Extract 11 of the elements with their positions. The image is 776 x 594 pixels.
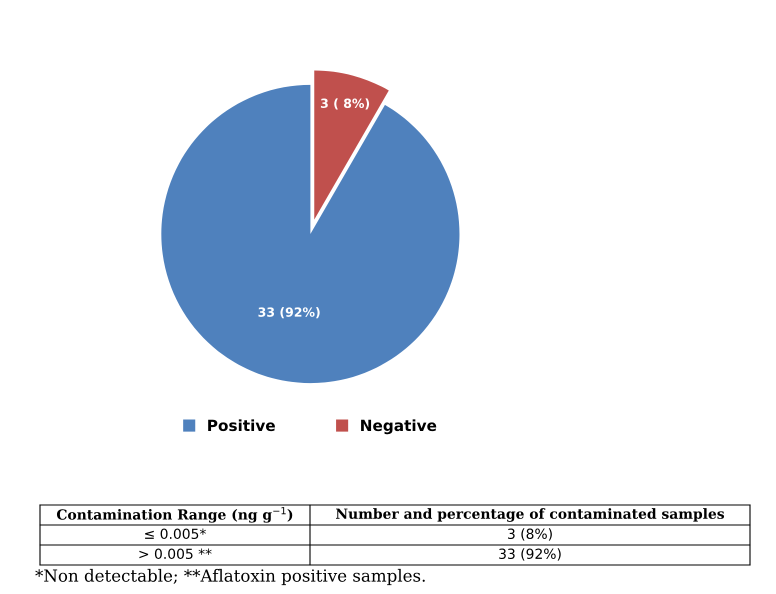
legend-label: Positive [208, 419, 275, 432]
text: 3 (8%) [508, 528, 552, 541]
data-label: 33 (92%) [258, 307, 320, 318]
text: Number and percentage of contaminated samples [336, 508, 724, 522]
text: Contamination Range (ng g$^{−1}$) [56, 507, 292, 523]
data-label: 3 ( 8%) [320, 98, 370, 110]
text: ≤ 0.005* [145, 528, 206, 540]
text: *Non detectable; **Aflatoxin positive samples. [35, 568, 425, 586]
text: 33 (92%) [499, 548, 561, 561]
legend-label: Negative [361, 419, 436, 434]
text: > 0.005 ** [139, 548, 212, 560]
